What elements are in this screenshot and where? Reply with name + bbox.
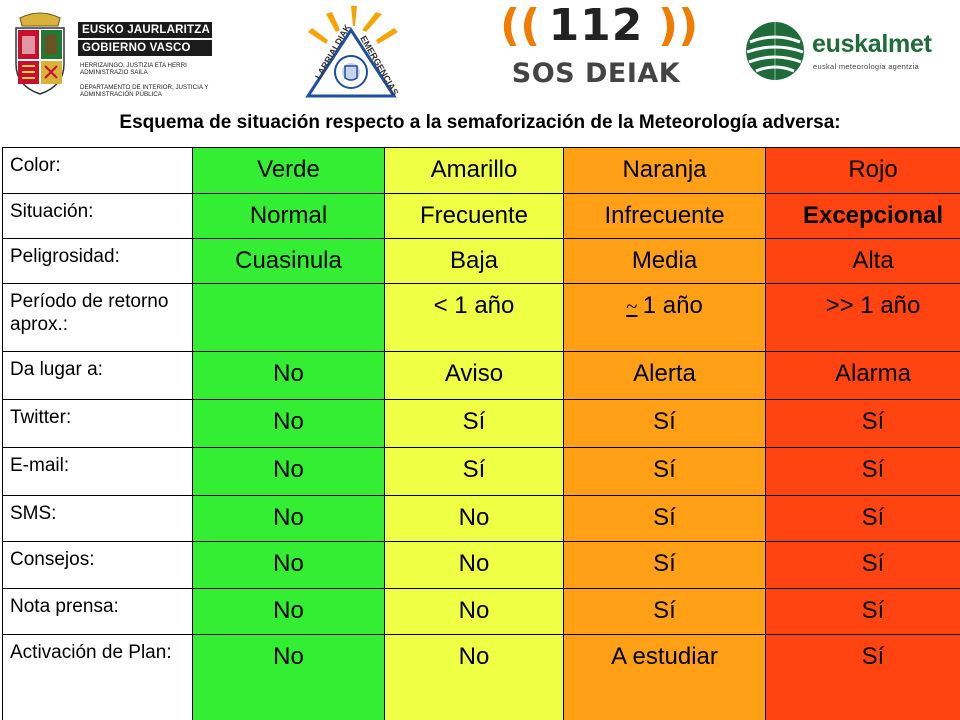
table-cell: Media bbox=[563, 238, 766, 284]
table-cell: < 1 año bbox=[384, 283, 564, 352]
table-cell: No bbox=[192, 399, 385, 448]
row-label: Período de retorno aprox.: bbox=[2, 283, 193, 352]
table-cell: Sí bbox=[563, 399, 766, 448]
cell-rojo: Rojo bbox=[765, 147, 960, 194]
right-parens-icon: )) bbox=[658, 0, 699, 51]
table-cell: Aviso bbox=[384, 351, 564, 400]
table-cell: Baja bbox=[384, 238, 564, 284]
table-row-sms: SMS: No No Sí Sí bbox=[2, 495, 960, 542]
table-cell: No bbox=[384, 588, 564, 635]
table-cell: Alerta bbox=[563, 351, 766, 400]
table-cell: No bbox=[192, 351, 385, 400]
cell-naranja: Naranja bbox=[563, 147, 766, 194]
table-row-da-lugar: Da lugar a: No Aviso Alerta Alarma bbox=[2, 351, 960, 400]
table-cell: Alarma bbox=[765, 351, 960, 400]
table-row-email: E-mail: No Sí Sí Sí bbox=[2, 447, 960, 496]
table-cell: Sí bbox=[563, 495, 766, 542]
row-label: Twitter: bbox=[2, 399, 193, 448]
table-row-consejos: Consejos: No No Sí Sí bbox=[2, 541, 960, 589]
row-label: Da lugar a: bbox=[2, 351, 193, 400]
table-cell: Sí bbox=[563, 447, 766, 496]
gobierno-line-1: EUSKO JAURLARITZA bbox=[78, 22, 212, 38]
table-cell: Sí bbox=[765, 447, 960, 496]
approx-symbol: ~ bbox=[626, 294, 638, 318]
table-cell: A estudiar bbox=[563, 634, 766, 720]
table-cell: >> 1 año bbox=[765, 283, 960, 352]
table-cell: Sí bbox=[384, 399, 564, 448]
cell-verde: Verde bbox=[192, 147, 385, 194]
coat-of-arms-icon bbox=[15, 12, 65, 95]
table-cell: Sí bbox=[765, 399, 960, 448]
table-cell: Cuasinula bbox=[192, 238, 385, 284]
euskalmet-subtitle: euskal meteorologia agentzia bbox=[813, 62, 919, 71]
row-label: Consejos: bbox=[2, 541, 193, 589]
table-cell: Sí bbox=[563, 588, 766, 635]
logo-strip: EUSKO JAURLARITZA GOBIERNO VASCO HERRIZA… bbox=[0, 0, 960, 104]
table-cell: ~ 1 año bbox=[563, 283, 766, 352]
table-row-situacion: Situación: Normal Frecuente Infrecuente … bbox=[2, 193, 960, 239]
row-label: Nota prensa: bbox=[2, 588, 193, 635]
sos-number: 112 bbox=[548, 0, 644, 51]
table-cell: Sí bbox=[765, 541, 960, 589]
approx-value: 1 año bbox=[642, 292, 703, 319]
table-row-nota-prensa: Nota prensa: No No Sí Sí bbox=[2, 588, 960, 635]
table-cell: Sí bbox=[765, 495, 960, 542]
table-cell: Sí bbox=[384, 447, 564, 496]
cell-amarillo: Amarillo bbox=[384, 147, 564, 194]
semaphore-table: Color: Verde Amarillo Naranja Rojo Situa… bbox=[2, 147, 960, 720]
row-label: E-mail: bbox=[2, 447, 193, 496]
table-row-peligrosidad: Peligrosidad: Cuasinula Baja Media Alta bbox=[2, 238, 960, 284]
euskalmet-name: euskalmet bbox=[812, 30, 932, 58]
table-cell bbox=[192, 283, 385, 352]
gobierno-dept-eu: HERRIZAINGO, JUSTIZIA ETA HERRI ADMINIST… bbox=[80, 62, 187, 76]
table-cell: No bbox=[192, 447, 385, 496]
table-cell: No bbox=[384, 541, 564, 589]
row-label: Activación de Plan: bbox=[2, 634, 193, 720]
table-cell: Sí bbox=[563, 541, 766, 589]
row-label: Peligrosidad: bbox=[2, 238, 193, 284]
gobierno-line-2: GOBIERNO VASCO bbox=[78, 40, 212, 56]
table-cell: No bbox=[192, 541, 385, 589]
table-cell: No bbox=[192, 495, 385, 542]
table-cell: No bbox=[384, 495, 564, 542]
table-cell: Normal bbox=[192, 193, 385, 239]
table-cell: Infrecuente bbox=[563, 193, 766, 239]
table-cell: No bbox=[192, 634, 385, 720]
table-cell: Frecuente bbox=[384, 193, 564, 239]
emergency-triangle-icon: LARRIALDIAK EMERGENCIAS bbox=[305, 6, 400, 98]
sos-text: SOS DEIAK bbox=[511, 58, 681, 89]
row-label: Situación: bbox=[2, 193, 193, 239]
table-cell: Sí bbox=[765, 588, 960, 635]
row-label: Color: bbox=[2, 147, 193, 194]
gobierno-vasco-logo: EUSKO JAURLARITZA GOBIERNO VASCO HERRIZA… bbox=[8, 8, 212, 100]
left-parens-icon: (( bbox=[500, 0, 541, 51]
table-cell: No bbox=[192, 588, 385, 635]
table-row-periodo: Período de retorno aprox.: < 1 año ~ 1 a… bbox=[2, 283, 960, 352]
page-title: Esquema de situación respecto a la semaf… bbox=[119, 112, 841, 133]
table-cell: Excepcional bbox=[765, 193, 960, 239]
table-row-color: Color: Verde Amarillo Naranja Rojo bbox=[2, 147, 960, 194]
table-cell: Sí bbox=[765, 634, 960, 720]
euskalmet-logo: euskalmet euskal meteorologia agentzia bbox=[744, 20, 944, 82]
row-label: SMS: bbox=[2, 495, 193, 542]
larrialdiak-emergencias-logo: LARRIALDIAK EMERGENCIAS bbox=[296, 4, 406, 100]
sos-deiak-logo: (( 112 )) SOS DEIAK bbox=[498, 0, 698, 90]
globe-icon bbox=[746, 22, 804, 80]
table-row-activacion: Activación de Plan: No No A estudiar Sí bbox=[2, 634, 960, 720]
table-cell: No bbox=[384, 634, 564, 720]
table-row-twitter: Twitter: No Sí Sí Sí bbox=[2, 399, 960, 448]
table-cell: Alta bbox=[765, 238, 960, 284]
gobierno-dept-es: DEPARTAMENTO DE INTERIOR, JUSTICIA Y ADM… bbox=[80, 84, 209, 98]
